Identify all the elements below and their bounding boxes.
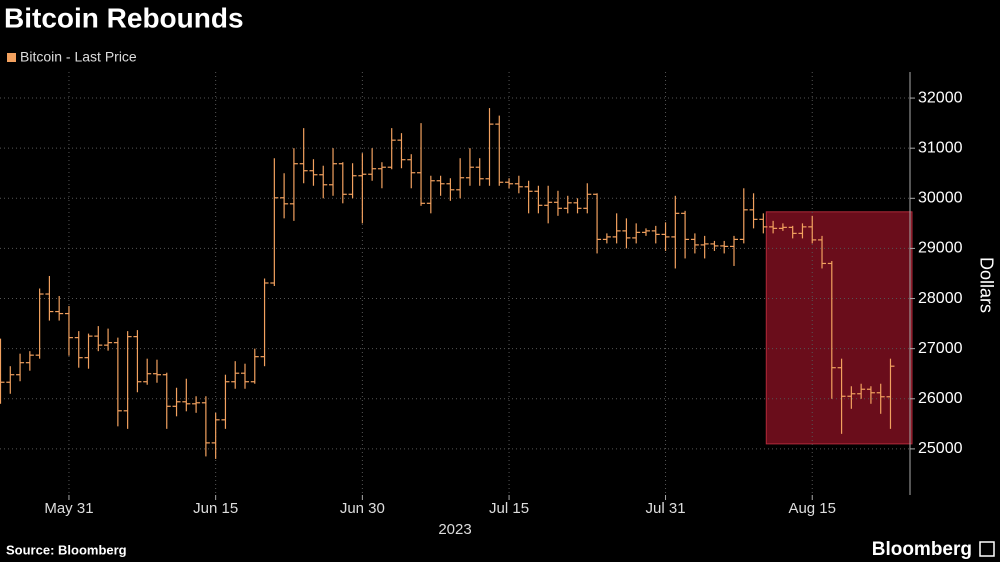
x-tick-label: Aug 15 [788,500,836,517]
x-tick-label: Jul 15 [489,500,529,517]
y-tick-label: 25000 [918,440,963,457]
source: Source: Bloomberg [6,542,127,557]
y-tick-label: 29000 [918,240,963,257]
x-tick-label: Jun 30 [340,500,385,517]
logo: Bloomberg [872,539,972,560]
y-tick-label: 31000 [918,139,963,156]
legend-swatch [7,53,16,62]
x-tick-label: Jun 15 [193,500,238,517]
highlight-box [765,211,913,445]
y-tick-label: 27000 [918,340,963,357]
y-tick-label: 32000 [918,89,963,106]
y-tick-label: 26000 [918,390,963,407]
y-axis-label: Dollars [976,257,996,313]
x-axis-label: 2023 [438,521,471,538]
y-tick-label: 30000 [918,190,963,207]
chart-title: Bitcoin Rebounds [4,2,244,33]
x-tick-label: Jul 31 [646,500,686,517]
y-tick-label: 28000 [918,290,963,307]
x-tick-label: May 31 [44,500,93,517]
logo-icon [979,541,995,557]
legend-label: Bitcoin - Last Price [20,49,137,65]
